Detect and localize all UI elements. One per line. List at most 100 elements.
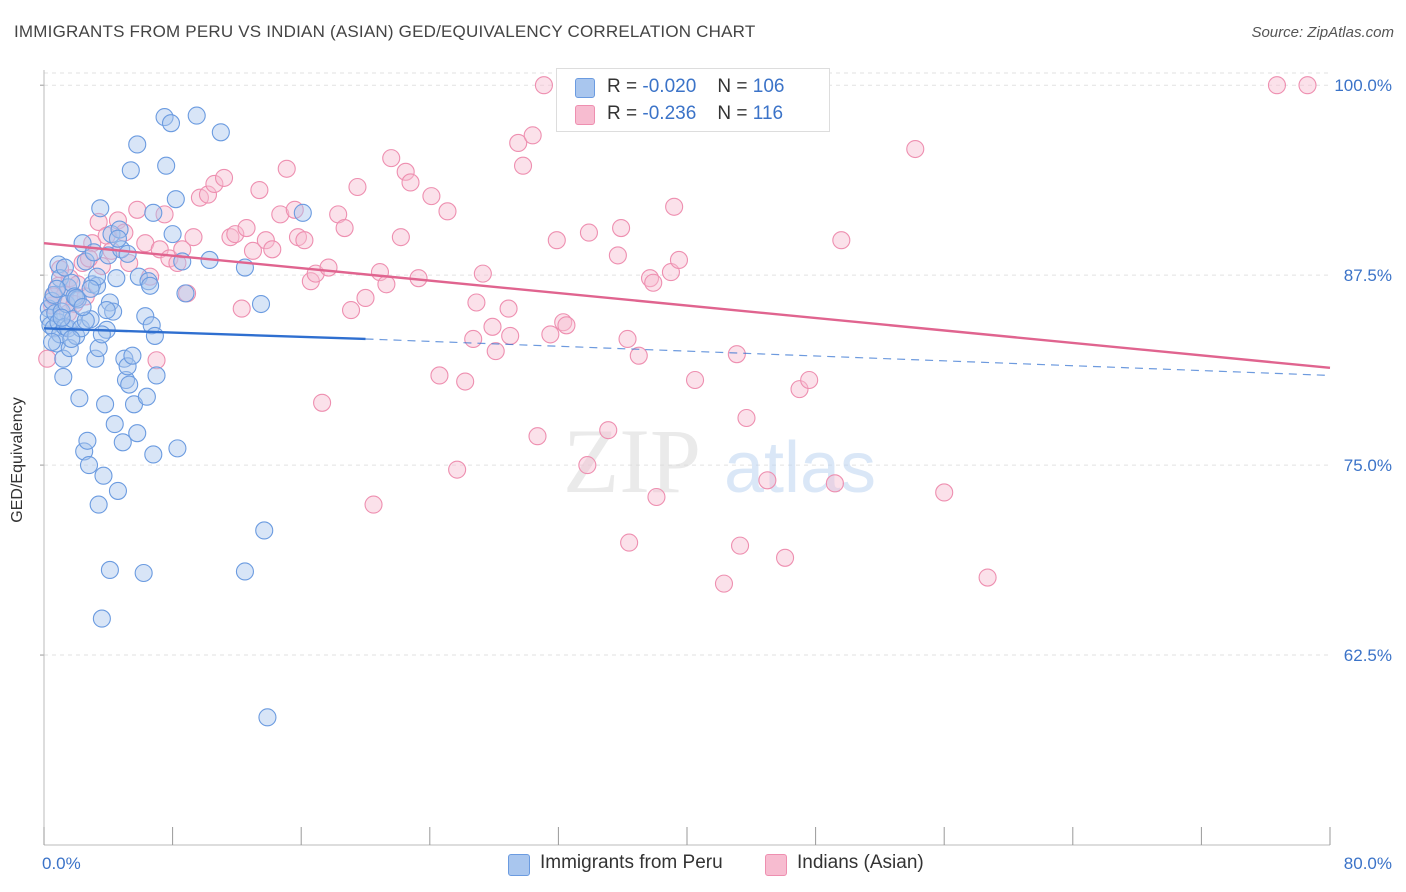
- y-tick-label: 62.5%: [1344, 646, 1392, 665]
- data-point-peru: [121, 161, 140, 180]
- data-point-indians: [348, 177, 367, 197]
- data-point-indians: [226, 225, 245, 244]
- data-point-indians: [364, 495, 383, 514]
- data-point-indians: [737, 408, 756, 428]
- data-point-peru: [73, 298, 92, 317]
- data-point-peru: [100, 560, 119, 580]
- data-point-peru: [55, 258, 74, 277]
- data-point-indians: [647, 487, 666, 507]
- data-point-peru: [42, 332, 62, 352]
- data-point-indians: [448, 460, 467, 479]
- data-point-indians: [396, 162, 415, 181]
- data-point-indians: [184, 228, 203, 247]
- y-tick-label: 87.5%: [1344, 266, 1392, 285]
- trend-line-peru-extension: [365, 338, 1331, 377]
- data-point-peru: [79, 456, 99, 475]
- data-point-indians: [528, 427, 547, 446]
- data-point-peru: [142, 316, 161, 335]
- data-point-indians: [422, 187, 441, 206]
- data-point-peru: [92, 325, 111, 344]
- data-point-indians: [89, 212, 108, 232]
- data-point-peru: [211, 123, 230, 142]
- series-immigrants-from-peru: [39, 106, 312, 727]
- data-point-peru: [104, 302, 123, 321]
- data-point-indians: [356, 288, 375, 307]
- data-point-peru: [120, 375, 139, 394]
- stats-legend: R = -0.020 N = 106 R = -0.236 N = 116: [556, 68, 830, 132]
- data-point-indians: [271, 205, 290, 224]
- data-point-indians: [214, 168, 234, 187]
- data-point-indians: [467, 293, 486, 312]
- data-point-peru: [78, 431, 97, 450]
- data-point-peru: [176, 284, 195, 303]
- data-point-peru: [168, 439, 187, 458]
- data-point-indians: [832, 231, 851, 250]
- data-point-indians: [599, 421, 618, 440]
- data-point-peru: [145, 326, 164, 345]
- data-point-indians: [554, 313, 573, 332]
- data-point-indians: [685, 370, 705, 390]
- data-point-peru: [47, 279, 66, 298]
- data-point-indians: [629, 346, 648, 365]
- data-point-indians: [73, 253, 92, 273]
- data-point-indians: [730, 536, 750, 555]
- data-point-indians: [523, 126, 542, 145]
- data-point-peru: [118, 244, 137, 263]
- data-point-peru: [108, 481, 127, 500]
- data-point-indians: [250, 180, 269, 200]
- data-point-indians: [456, 372, 475, 391]
- data-point-indians: [978, 568, 997, 587]
- y-tick-label: 100.0%: [1334, 76, 1392, 95]
- data-point-indians: [541, 325, 560, 344]
- x-tick-label: 80.0%: [1344, 854, 1392, 873]
- data-point-indians: [935, 483, 954, 502]
- indians-legend-swatch: [765, 854, 787, 876]
- tick-labels: 62.5% 75.0% 87.5% 100.0% 0.0% 80.0%: [42, 76, 1392, 873]
- data-point-peru: [110, 220, 129, 239]
- data-point-peru: [108, 229, 127, 248]
- data-point-peru: [67, 288, 86, 307]
- data-point-peru: [163, 225, 182, 244]
- data-point-indians: [513, 156, 533, 175]
- data-point-indians: [509, 133, 528, 152]
- data-point-indians: [473, 264, 492, 283]
- data-point-indians: [800, 370, 819, 390]
- data-point-indians: [319, 258, 338, 277]
- stats-n-label: N =: [717, 76, 748, 97]
- data-point-indians: [534, 76, 553, 95]
- data-point-peru: [75, 442, 94, 461]
- indians-swatch: [575, 105, 595, 125]
- data-point-peru: [134, 563, 153, 583]
- data-point-indians: [620, 533, 639, 552]
- data-point-peru: [147, 366, 166, 385]
- data-point-peru: [70, 389, 89, 408]
- data-point-indians: [313, 393, 332, 412]
- data-point-indians: [391, 228, 410, 247]
- data-point-peru: [166, 190, 185, 209]
- data-point-peru: [141, 276, 160, 295]
- data-point-indians: [155, 205, 174, 224]
- stats-n-value: 116: [752, 103, 784, 124]
- data-point-peru: [113, 433, 132, 452]
- data-point-peru: [81, 279, 100, 298]
- stats-n-label: N =: [717, 103, 748, 124]
- data-point-peru: [144, 203, 163, 222]
- data-point-indians: [557, 316, 576, 335]
- data-point-indians: [608, 246, 627, 265]
- stats-r-value: -0.020: [642, 76, 697, 97]
- data-point-indians: [38, 349, 57, 368]
- data-point-indians: [128, 200, 147, 219]
- source-label: Source: ZipAtlas.com: [1251, 24, 1394, 41]
- legend-label-indians: Indians (Asian): [797, 852, 924, 873]
- data-point-peru: [96, 395, 115, 414]
- series-legend: Immigrants from Peru Indians (Asian): [0, 852, 1406, 878]
- data-point-peru: [52, 308, 71, 327]
- trend-lines: [43, 242, 1331, 377]
- axes: [40, 70, 1331, 846]
- stats-n-value: 106: [752, 76, 785, 97]
- data-point-indians: [198, 185, 218, 204]
- data-point-indians: [906, 139, 925, 159]
- stats-r-label: R =: [607, 76, 638, 97]
- data-point-indians: [1267, 76, 1287, 95]
